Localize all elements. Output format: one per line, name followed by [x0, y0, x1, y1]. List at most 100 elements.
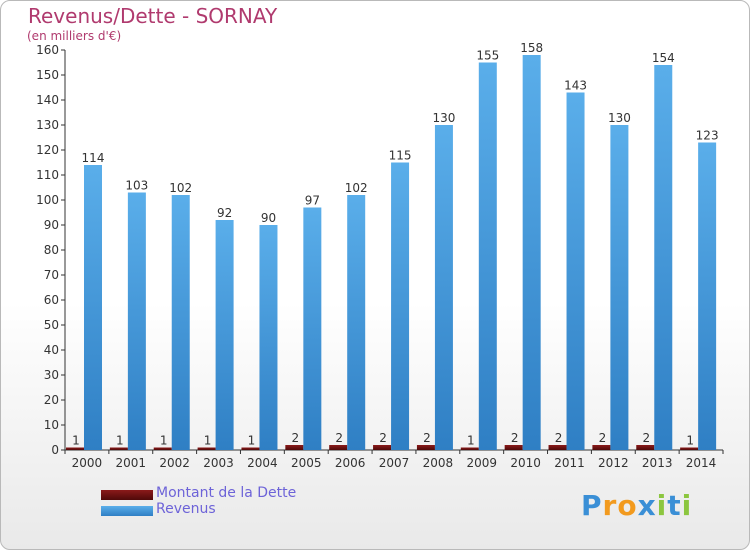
logo-letter: t: [667, 489, 682, 522]
data-label-revenus: 123: [696, 129, 719, 143]
bar-dette: [592, 445, 611, 450]
data-label-dette: 2: [511, 431, 519, 445]
y-tick-label: 150: [36, 68, 59, 82]
data-label-revenus: 130: [432, 111, 455, 125]
data-label-dette: 1: [248, 434, 256, 448]
data-label-dette: 2: [555, 431, 563, 445]
x-tick-label: 2000: [72, 456, 103, 470]
bar-revenus: [566, 92, 585, 450]
data-label-revenus: 155: [476, 49, 499, 63]
bar-dette: [285, 445, 304, 450]
y-tick-label: 90: [44, 218, 59, 232]
y-tick-label: 20: [44, 393, 59, 407]
chart-subtitle: (en milliers d'€): [27, 29, 122, 43]
x-tick-label: 2010: [510, 456, 541, 470]
data-label-revenus: 158: [520, 41, 543, 55]
chart-labels: 2000 1 114 2001 1 103 2002 1 102 2003 1 92 2004 1 90 20…: [72, 41, 719, 470]
data-label-revenus: 102: [345, 181, 368, 195]
chart-axes: 0 10 20 30 40 50 60 70 80 90 100 110 120 130 140 150 160: [36, 43, 724, 457]
y-tick-label: 140: [36, 93, 59, 107]
bar-dette: [548, 445, 567, 450]
y-tick-label: 120: [36, 143, 59, 157]
data-label-revenus: 102: [169, 181, 192, 195]
logo-letter: i: [681, 489, 693, 522]
x-tick-label: 2001: [116, 456, 147, 470]
proxiti-logo: Proxiti: [581, 489, 692, 522]
bar-dette: [241, 447, 260, 450]
y-tick-label: 10: [44, 418, 59, 432]
bar-revenus: [391, 162, 410, 450]
x-tick-label: 2011: [554, 456, 585, 470]
x-tick-label: 2012: [598, 456, 629, 470]
bar-dette: [460, 447, 479, 450]
x-tick-label: 2008: [423, 456, 454, 470]
bar-dette: [680, 447, 699, 450]
bar-revenus: [698, 142, 717, 450]
bar-revenus: [522, 55, 541, 450]
data-label-revenus: 97: [305, 194, 320, 208]
bar-revenus: [215, 220, 234, 450]
bar-dette: [504, 445, 523, 450]
data-label-dette: 1: [116, 434, 124, 448]
data-label-revenus: 90: [261, 211, 276, 225]
data-label-dette: 2: [379, 431, 387, 445]
bar-revenus: [478, 62, 497, 450]
y-tick-label: 130: [36, 118, 59, 132]
y-tick-label: 0: [51, 443, 59, 457]
data-label-revenus: 154: [652, 51, 675, 65]
bar-revenus: [347, 195, 366, 450]
legend-label-dette: Montant de la Dette: [156, 485, 297, 501]
data-label-dette: 1: [686, 434, 694, 448]
logo-letter: x: [637, 489, 657, 522]
data-label-dette: 2: [642, 431, 650, 445]
x-tick-label: 2014: [686, 456, 717, 470]
data-label-dette: 2: [292, 431, 300, 445]
bar-dette: [153, 447, 172, 450]
data-label-dette: 2: [335, 431, 343, 445]
x-tick-label: 2005: [291, 456, 322, 470]
bar-dette: [109, 447, 128, 450]
y-tick-label: 110: [36, 168, 59, 182]
y-tick-label: 100: [36, 193, 59, 207]
y-tick-label: 160: [36, 43, 59, 57]
bar-revenus: [171, 195, 190, 450]
y-tick-label: 40: [44, 343, 59, 357]
x-tick-label: 2009: [466, 456, 497, 470]
data-label-dette: 1: [72, 434, 80, 448]
y-tick-label: 30: [44, 368, 59, 382]
data-label-dette: 1: [160, 434, 168, 448]
bar-revenus: [434, 125, 453, 450]
bar-revenus: [127, 192, 146, 450]
logo-letter: o: [617, 489, 638, 522]
data-label-revenus: 114: [82, 151, 105, 165]
data-label-dette: 1: [467, 434, 475, 448]
logo-letter: r: [602, 489, 618, 522]
bar-revenus: [84, 165, 102, 450]
data-label-revenus: 103: [125, 179, 148, 193]
legend-label-revenus: Revenus: [156, 501, 216, 517]
y-tick-label: 60: [44, 293, 59, 307]
bar-revenus: [610, 125, 629, 450]
bar-dette: [66, 447, 84, 450]
bar-dette: [197, 447, 216, 450]
bar-revenus: [259, 225, 278, 450]
y-tick-label: 70: [44, 268, 59, 282]
y-tick-label: 80: [44, 243, 59, 257]
x-tick-label: 2004: [247, 456, 278, 470]
bar-dette: [329, 445, 348, 450]
data-label-revenus: 130: [608, 111, 631, 125]
data-label-revenus: 115: [389, 149, 412, 163]
x-tick-label: 2002: [159, 456, 190, 470]
bar-dette: [373, 445, 392, 450]
bar-revenus: [303, 207, 322, 450]
data-label-revenus: 143: [564, 79, 587, 93]
chart-bars: [66, 55, 717, 450]
x-tick-label: 2007: [379, 456, 410, 470]
bar-dette: [416, 445, 435, 450]
x-tick-label: 2013: [642, 456, 673, 470]
logo-letter: P: [581, 489, 603, 522]
data-label-dette: 2: [423, 431, 431, 445]
x-tick-label: 2003: [203, 456, 234, 470]
